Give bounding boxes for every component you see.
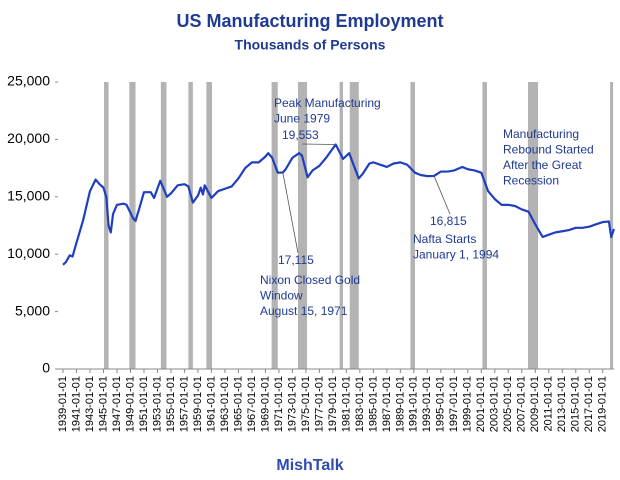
- x-tick-label: 1951-01-01: [138, 376, 150, 432]
- x-tick-label: 1999-01-01: [462, 376, 474, 432]
- recession-band: [129, 82, 136, 369]
- recession-band: [410, 82, 415, 369]
- x-tick-label: 2019-01-01: [597, 376, 609, 432]
- y-tick-label: 5,000: [15, 302, 50, 318]
- x-tick-label: 1991-01-01: [408, 376, 420, 432]
- recession-band: [527, 82, 539, 369]
- x-tick-label: 1987-01-01: [381, 376, 393, 432]
- x-tick-label: 1969-01-01: [259, 376, 271, 432]
- x-tick-label: 2009-01-01: [529, 376, 541, 432]
- x-tick-label: 1967-01-01: [246, 376, 258, 432]
- recession-band: [339, 82, 343, 369]
- x-tick-label: 1989-01-01: [394, 376, 406, 432]
- x-tick-label: 1979-01-01: [327, 376, 339, 432]
- y-tick-label: 20,000: [7, 130, 50, 146]
- y-tick-label: 0: [42, 360, 50, 376]
- x-tick-label: 1943-01-01: [84, 376, 96, 432]
- x-tick-label: 2017-01-01: [583, 376, 595, 432]
- annotation-value: 16,815: [430, 214, 467, 228]
- chart-subtitle: Thousands of Persons: [235, 37, 386, 53]
- chart-title: US Manufacturing Employment: [176, 11, 443, 31]
- recession-band: [160, 82, 167, 369]
- annotation-text: June 1979: [274, 112, 330, 126]
- annotation-text: After the Great: [503, 158, 582, 172]
- recession-band: [349, 82, 359, 369]
- data-line: [62, 143, 616, 266]
- x-tick-label: 1997-01-01: [448, 376, 460, 432]
- annotation-text: August 15, 1971: [260, 304, 348, 318]
- x-tick-label: 1971-01-01: [273, 376, 285, 432]
- x-tick-label: 1961-01-01: [205, 376, 217, 432]
- annotation-value: 17,115: [278, 253, 314, 267]
- y-tick-label: 25,000: [7, 73, 50, 89]
- annotation-text: Window: [260, 289, 303, 303]
- x-tick-label: 2003-01-01: [489, 376, 501, 432]
- annotation-leader: [301, 143, 336, 145]
- x-tick-label: 1941-01-01: [70, 376, 82, 432]
- annotation-leader: [433, 175, 451, 215]
- x-tick-label: 1973-01-01: [286, 376, 298, 432]
- x-tick-label: 2001-01-01: [475, 376, 487, 432]
- recession-band: [206, 82, 212, 369]
- y-tick-label: 10,000: [7, 245, 50, 261]
- x-tick-label: 2007-01-01: [516, 376, 528, 432]
- y-tick-label: 15,000: [7, 188, 50, 204]
- recession-band: [104, 82, 109, 369]
- x-tick-label: 1983-01-01: [354, 376, 366, 432]
- x-tick-label: 1975-01-01: [300, 376, 312, 432]
- annotation-text: Peak Manufacturing: [274, 96, 381, 110]
- x-tick-label: 1959-01-01: [192, 376, 204, 432]
- recession-band: [298, 82, 308, 369]
- x-tick-label: 1947-01-01: [111, 376, 123, 432]
- x-tick-label: 1945-01-01: [97, 376, 109, 432]
- x-tick-label: 1955-01-01: [165, 376, 177, 432]
- annotation-text: Nixon Closed Gold: [260, 273, 360, 287]
- x-tick-label: 2011-01-01: [543, 376, 555, 431]
- recession-band: [271, 82, 278, 369]
- annotation-text: Nafta Starts: [413, 232, 476, 246]
- annotation-value: 19,553: [282, 128, 319, 142]
- x-tick-label: 1995-01-01: [435, 376, 447, 432]
- x-tick-label: 2013-01-01: [556, 376, 568, 432]
- recession-band: [610, 82, 614, 369]
- footer: MishTalk: [276, 457, 343, 474]
- annotation-text: January 1, 1994: [413, 248, 499, 262]
- x-tick-label: 1965-01-01: [232, 376, 244, 432]
- x-tick-label: 1993-01-01: [421, 376, 433, 432]
- x-tick-label: 1977-01-01: [313, 376, 325, 432]
- x-tick-label: 1939-01-01: [57, 376, 69, 432]
- x-tick-label: 1957-01-01: [178, 376, 190, 432]
- annotation-text: Manufacturing: [503, 127, 579, 141]
- x-tick-label: 2015-01-01: [570, 376, 582, 432]
- annotation-text: Rebound Started: [503, 143, 594, 157]
- x-tick-label: 1953-01-01: [151, 376, 163, 432]
- annotation-text: Recession: [503, 174, 559, 188]
- annotation-leader: [282, 172, 299, 254]
- x-tick-label: 1981-01-01: [340, 376, 352, 432]
- x-tick-label: 1963-01-01: [219, 376, 231, 432]
- recession-band: [188, 82, 193, 369]
- x-tick-label: 1949-01-01: [124, 376, 136, 432]
- x-tick-label: 2005-01-01: [502, 376, 514, 432]
- x-tick-label: 1985-01-01: [367, 376, 379, 432]
- recession-band: [482, 82, 487, 369]
